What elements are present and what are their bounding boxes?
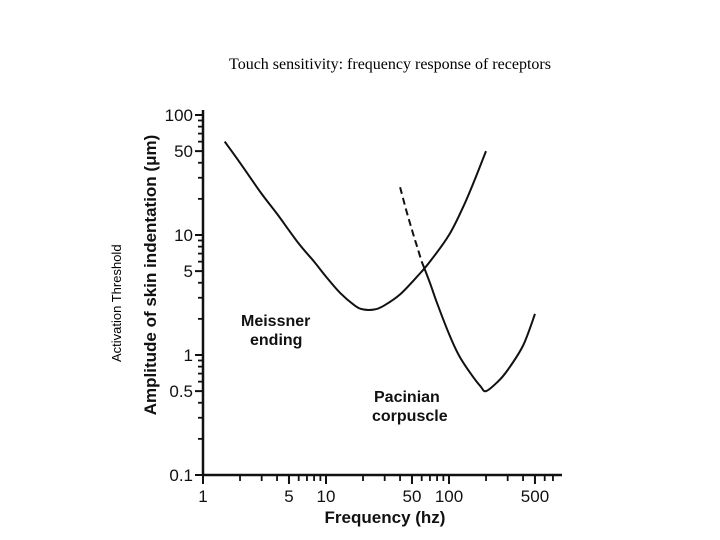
x-tick-label: 5	[284, 487, 293, 506]
x-tick-label: 500	[521, 487, 549, 506]
y-tick-label: 1	[184, 346, 193, 365]
y-tick-label: 50	[174, 142, 193, 161]
y-tick-label: 0.5	[169, 382, 193, 401]
pacinian-corpuscle-dashed-line	[399, 186, 423, 262]
meissner-annotation-line2: ending	[250, 332, 302, 349]
y-tick-label: 0.1	[169, 466, 193, 485]
pacinian-annotation-line1: Pacinian	[374, 389, 440, 406]
chart-axes	[201, 110, 562, 477]
x-tick-label: 10	[317, 487, 336, 506]
slide-title: Touch sensitivity: frequency response of…	[229, 56, 551, 73]
x-tick-label: 100	[435, 487, 463, 506]
y-axis-title: Amplitude of skin indentation (μm)	[141, 135, 160, 416]
x-tick-label: 50	[403, 487, 422, 506]
meissner-annotation-line1: Meissner	[241, 313, 310, 330]
pacinian-annotation-line2: corpuscle	[372, 408, 448, 425]
y-tick-label: 100	[165, 106, 193, 125]
chart-series	[223, 141, 536, 393]
x-axis-title: Frequency (hz)	[325, 508, 446, 527]
chart-ticks: 0.1 0.5 1 5 10 50 100 1 5 10 50 100 500	[165, 106, 554, 506]
meissner-ending-line	[223, 141, 487, 311]
y-tick-label: 5	[184, 262, 193, 281]
pacinian-corpuscle-line	[420, 261, 536, 393]
y-tick-label: 10	[174, 226, 193, 245]
x-tick-label: 1	[198, 487, 207, 506]
